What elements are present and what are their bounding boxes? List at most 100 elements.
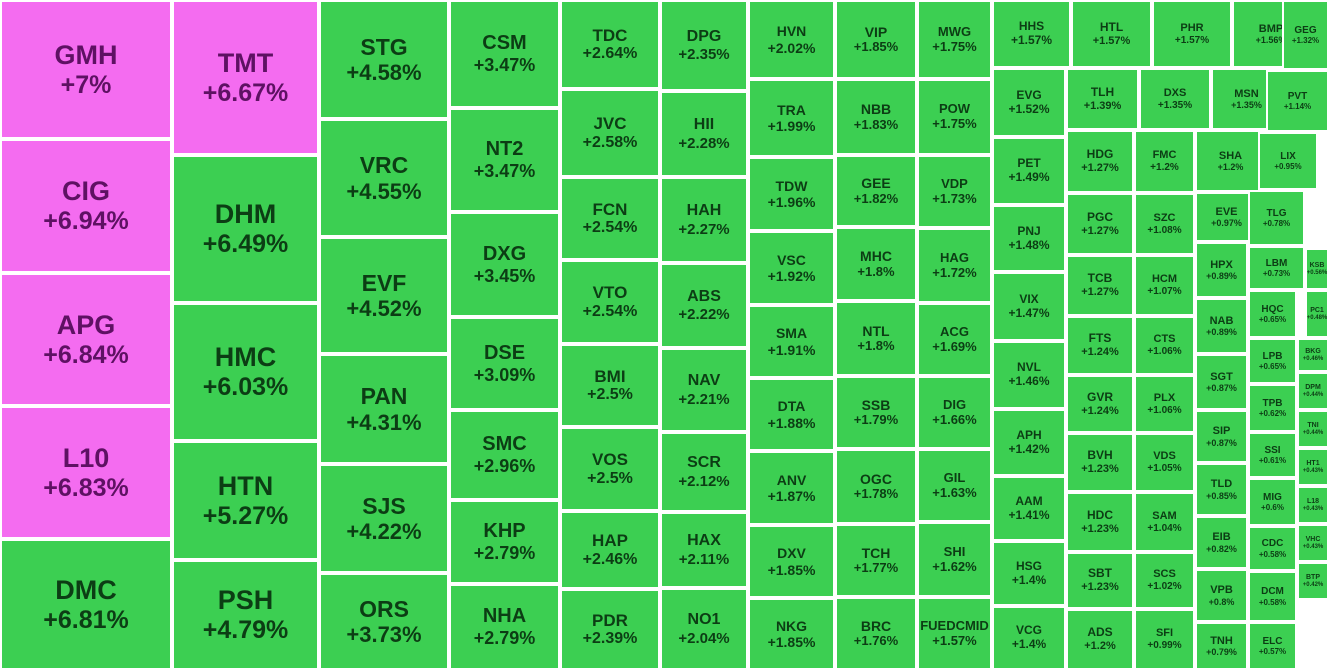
tile-vdp[interactable]: VDP +1.73% bbox=[917, 155, 992, 228]
tile-smc[interactable]: SMC +2.96% bbox=[449, 410, 560, 500]
tile-dmc[interactable]: DMC +6.81% bbox=[0, 539, 172, 670]
tile-ors[interactable]: ORS +3.73% bbox=[319, 573, 449, 670]
tile-hdc[interactable]: HDC +1.23% bbox=[1066, 492, 1134, 552]
tile-ogc[interactable]: OGC +1.78% bbox=[835, 449, 917, 524]
tile-eve[interactable]: EVE +0.97% bbox=[1195, 192, 1258, 242]
tile-eib[interactable]: EIB +0.82% bbox=[1195, 516, 1248, 569]
tile-lbm[interactable]: LBM +0.73% bbox=[1248, 246, 1305, 290]
tile-bkg[interactable]: BKG +0.46% bbox=[1297, 338, 1329, 372]
tile-ssb[interactable]: SSB +1.79% bbox=[835, 376, 917, 449]
tile-abs[interactable]: ABS +2.22% bbox=[660, 263, 748, 348]
tile-vpb[interactable]: VPB +0.8% bbox=[1195, 569, 1248, 622]
tile-vip[interactable]: VIP +1.85% bbox=[835, 0, 917, 79]
tile-vcg[interactable]: VCG +1.4% bbox=[992, 606, 1066, 670]
tile-tni[interactable]: TNI +0.44% bbox=[1297, 410, 1329, 448]
tile-pnj[interactable]: PNJ +1.48% bbox=[992, 205, 1066, 272]
tile-nbb[interactable]: NBB +1.83% bbox=[835, 79, 917, 155]
tile-pc1[interactable]: PC1 +0.48% bbox=[1305, 290, 1329, 338]
tile-stg[interactable]: STG +4.58% bbox=[319, 0, 449, 119]
tile-hah[interactable]: HAH +2.27% bbox=[660, 177, 748, 263]
tile-hcm[interactable]: HCM +1.07% bbox=[1134, 255, 1195, 316]
tile-geg[interactable]: GEG +1.32% bbox=[1282, 0, 1329, 70]
tile-cig[interactable]: CIG +6.94% bbox=[0, 139, 172, 273]
tile-lpb[interactable]: LPB +0.65% bbox=[1248, 338, 1297, 384]
tile-shi[interactable]: SHI +1.62% bbox=[917, 522, 992, 597]
tile-l18[interactable]: L18 +0.43% bbox=[1297, 486, 1329, 524]
tile-nha[interactable]: NHA +2.79% bbox=[449, 584, 560, 670]
tile-bmi[interactable]: BMI +2.5% bbox=[560, 344, 660, 427]
tile-hpx[interactable]: HPX +0.89% bbox=[1195, 242, 1248, 298]
tile-sam[interactable]: SAM +1.04% bbox=[1134, 492, 1195, 552]
tile-hvn[interactable]: HVN +2.02% bbox=[748, 0, 835, 79]
tile-plx[interactable]: PLX +1.06% bbox=[1134, 375, 1195, 433]
tile-phr[interactable]: PHR +1.57% bbox=[1152, 0, 1232, 68]
tile-no1[interactable]: NO1 +2.04% bbox=[660, 588, 748, 670]
tile-nt2[interactable]: NT2 +3.47% bbox=[449, 108, 560, 212]
tile-gee[interactable]: GEE +1.82% bbox=[835, 155, 917, 227]
tile-fcn[interactable]: FCN +2.54% bbox=[560, 177, 660, 260]
tile-btp[interactable]: BTP +0.42% bbox=[1297, 562, 1329, 600]
tile-ntl[interactable]: NTL +1.8% bbox=[835, 301, 917, 376]
tile-gil[interactable]: GIL +1.63% bbox=[917, 449, 992, 522]
tile-pgc[interactable]: PGC +1.27% bbox=[1066, 193, 1134, 255]
tile-vto[interactable]: VTO +2.54% bbox=[560, 260, 660, 344]
tile-ssi[interactable]: SSI +0.61% bbox=[1248, 432, 1297, 478]
tile-hax[interactable]: HAX +2.11% bbox=[660, 512, 748, 588]
tile-tlg[interactable]: TLG +0.78% bbox=[1248, 190, 1305, 246]
tile-hap[interactable]: HAP +2.46% bbox=[560, 511, 660, 589]
tile-vrc[interactable]: VRC +4.55% bbox=[319, 119, 449, 237]
tile-fmc[interactable]: FMC +1.2% bbox=[1134, 130, 1195, 193]
tile-sip[interactable]: SIP +0.87% bbox=[1195, 410, 1248, 463]
tile-tld[interactable]: TLD +0.85% bbox=[1195, 463, 1248, 516]
tile-fuedcmid[interactable]: FUEDCMID +1.57% bbox=[917, 597, 992, 670]
tile-hdg[interactable]: HDG +1.27% bbox=[1066, 130, 1134, 193]
tile-tra[interactable]: TRA +1.99% bbox=[748, 79, 835, 157]
tile-bvh[interactable]: BVH +1.23% bbox=[1066, 433, 1134, 492]
tile-hii[interactable]: HII +2.28% bbox=[660, 91, 748, 177]
tile-acg[interactable]: ACG +1.69% bbox=[917, 303, 992, 376]
tile-dxg[interactable]: DXG +3.45% bbox=[449, 212, 560, 317]
tile-vix[interactable]: VIX +1.47% bbox=[992, 272, 1066, 341]
tile-pan[interactable]: PAN +4.31% bbox=[319, 354, 449, 464]
tile-fts[interactable]: FTS +1.24% bbox=[1066, 316, 1134, 375]
tile-scs[interactable]: SCS +1.02% bbox=[1134, 552, 1195, 609]
tile-dpm[interactable]: DPM +0.44% bbox=[1297, 372, 1329, 410]
tile-mwg[interactable]: MWG +1.75% bbox=[917, 0, 992, 79]
tile-aam[interactable]: AAM +1.41% bbox=[992, 476, 1066, 541]
tile-lix[interactable]: LIX +0.95% bbox=[1258, 132, 1318, 190]
tile-hag[interactable]: HAG +1.72% bbox=[917, 228, 992, 303]
tile-pdr[interactable]: PDR +2.39% bbox=[560, 589, 660, 670]
tile-scr[interactable]: SCR +2.12% bbox=[660, 432, 748, 512]
tile-mhc[interactable]: MHC +1.8% bbox=[835, 227, 917, 301]
tile-tcb[interactable]: TCB +1.27% bbox=[1066, 255, 1134, 316]
tile-szc[interactable]: SZC +1.08% bbox=[1134, 193, 1195, 255]
tile-ads[interactable]: ADS +1.2% bbox=[1066, 609, 1134, 670]
tile-mig[interactable]: MIG +0.6% bbox=[1248, 478, 1297, 526]
tile-vsc[interactable]: VSC +1.92% bbox=[748, 231, 835, 305]
tile-tdw[interactable]: TDW +1.96% bbox=[748, 157, 835, 231]
tile-l10[interactable]: L10 +6.83% bbox=[0, 406, 172, 539]
tile-pet[interactable]: PET +1.49% bbox=[992, 137, 1066, 205]
tile-sgt[interactable]: SGT +0.87% bbox=[1195, 354, 1248, 410]
tile-tlh[interactable]: TLH +1.39% bbox=[1066, 68, 1139, 130]
tile-dcm[interactable]: DCM +0.58% bbox=[1248, 571, 1297, 622]
tile-nkg[interactable]: NKG +1.85% bbox=[748, 598, 835, 670]
tile-tpb[interactable]: TPB +0.62% bbox=[1248, 384, 1297, 432]
tile-htn[interactable]: HTN +5.27% bbox=[172, 441, 319, 560]
tile-dhm[interactable]: DHM +6.49% bbox=[172, 155, 319, 303]
tile-cts[interactable]: CTS +1.06% bbox=[1134, 316, 1195, 375]
tile-vos[interactable]: VOS +2.5% bbox=[560, 427, 660, 511]
tile-dse[interactable]: DSE +3.09% bbox=[449, 317, 560, 410]
tile-nvl[interactable]: NVL +1.46% bbox=[992, 341, 1066, 409]
tile-evg[interactable]: EVG +1.52% bbox=[992, 68, 1066, 137]
tile-sma[interactable]: SMA +1.91% bbox=[748, 305, 835, 378]
tile-sfi[interactable]: SFI +0.99% bbox=[1134, 609, 1195, 670]
tile-jvc[interactable]: JVC +2.58% bbox=[560, 89, 660, 177]
tile-nav[interactable]: NAV +2.21% bbox=[660, 348, 748, 432]
tile-vds[interactable]: VDS +1.05% bbox=[1134, 433, 1195, 492]
tile-anv[interactable]: ANV +1.87% bbox=[748, 451, 835, 525]
tile-nab[interactable]: NAB +0.89% bbox=[1195, 298, 1248, 354]
tile-evf[interactable]: EVF +4.52% bbox=[319, 237, 449, 354]
tile-khp[interactable]: KHP +2.79% bbox=[449, 500, 560, 584]
tile-csm[interactable]: CSM +3.47% bbox=[449, 0, 560, 108]
